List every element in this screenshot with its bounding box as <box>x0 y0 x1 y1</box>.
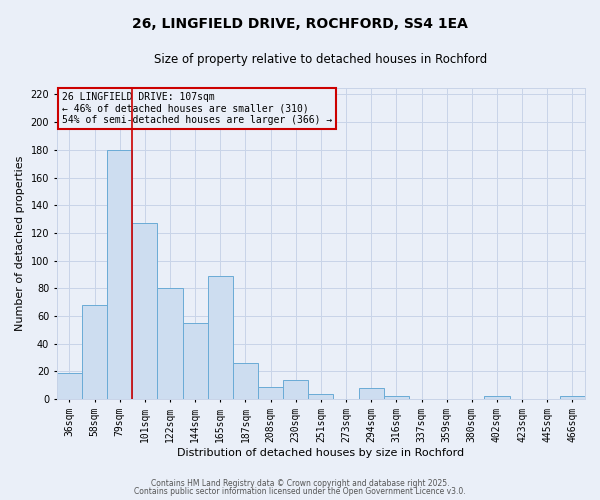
Bar <box>384 396 409 399</box>
Title: Size of property relative to detached houses in Rochford: Size of property relative to detached ho… <box>154 52 488 66</box>
Text: 26 LINGFIELD DRIVE: 107sqm
← 46% of detached houses are smaller (310)
54% of sem: 26 LINGFIELD DRIVE: 107sqm ← 46% of deta… <box>62 92 332 126</box>
Bar <box>283 380 308 399</box>
Bar <box>57 372 82 399</box>
Bar <box>157 288 182 399</box>
Bar <box>82 305 107 399</box>
Bar <box>208 276 233 399</box>
Text: Contains HM Land Registry data © Crown copyright and database right 2025.: Contains HM Land Registry data © Crown c… <box>151 478 449 488</box>
Bar <box>107 150 132 399</box>
Text: 26, LINGFIELD DRIVE, ROCHFORD, SS4 1EA: 26, LINGFIELD DRIVE, ROCHFORD, SS4 1EA <box>132 18 468 32</box>
Bar <box>308 394 334 399</box>
X-axis label: Distribution of detached houses by size in Rochford: Distribution of detached houses by size … <box>178 448 464 458</box>
Y-axis label: Number of detached properties: Number of detached properties <box>15 156 25 331</box>
Bar <box>258 386 283 399</box>
Bar <box>359 388 384 399</box>
Bar <box>233 363 258 399</box>
Bar <box>132 223 157 399</box>
Bar <box>182 323 208 399</box>
Text: Contains public sector information licensed under the Open Government Licence v3: Contains public sector information licen… <box>134 487 466 496</box>
Bar <box>560 396 585 399</box>
Bar <box>484 396 509 399</box>
